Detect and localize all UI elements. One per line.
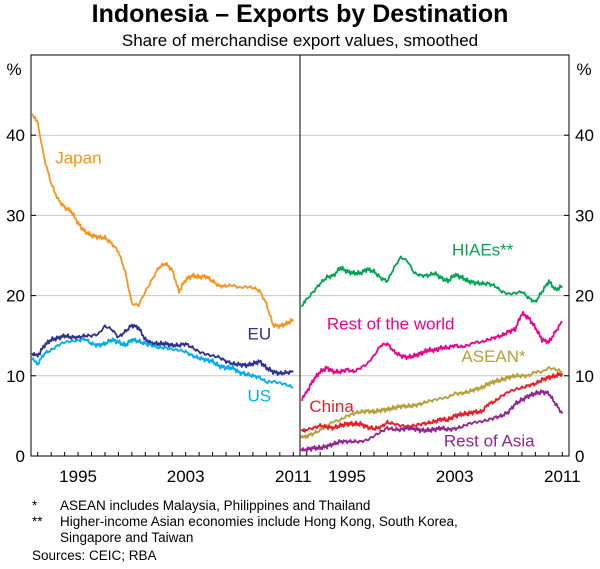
x-tick-label: 2011 — [275, 467, 312, 486]
series-label: Japan — [55, 148, 101, 167]
footnote-text: Higher-income Asian economies include Ho… — [60, 514, 458, 529]
y-tick-label-right: 40 — [575, 126, 594, 145]
y-tick-label-left: 0 — [16, 447, 25, 466]
series-label: ASEAN* — [461, 347, 526, 366]
footnote-mark: * — [32, 498, 38, 513]
axis-ticks: 0 0 10 10 20 20 30 30 40 40 1995 2003 2011 1995 2003 20… — [6, 126, 594, 486]
series-label: Rest of the world — [327, 314, 455, 333]
series-line — [31, 337, 294, 389]
y-tick-label-left: 10 — [6, 367, 25, 386]
sources: Sources: CEIC; RBA — [32, 548, 157, 563]
y-unit-left: % — [6, 60, 21, 79]
x-tick-label: 1995 — [328, 467, 366, 486]
series-label: EU — [248, 325, 272, 344]
y-tick-label-left: 30 — [6, 206, 25, 225]
series-line — [300, 255, 563, 308]
series-line — [300, 365, 563, 439]
footnote-mark: ** — [32, 514, 43, 529]
x-tick-label: 2011 — [544, 467, 581, 486]
y-unit-right: % — [576, 60, 591, 79]
y-tick-label-right: 0 — [575, 447, 584, 466]
chart-subtitle: Share of merchandise export values, smoo… — [122, 31, 478, 50]
x-tick-label: 2003 — [167, 467, 205, 486]
series-label: Rest of Asia — [444, 431, 535, 450]
series-label: US — [248, 386, 272, 405]
series-line — [31, 113, 294, 330]
series-line — [31, 323, 294, 376]
series-line — [300, 371, 564, 433]
series-label: China — [309, 397, 354, 416]
footnote-text: ASEAN includes Malaysia, Philippines and… — [60, 498, 371, 513]
y-tick-label-right: 20 — [575, 287, 594, 306]
y-tick-label-left: 20 — [6, 287, 25, 306]
series-label: HIAEs** — [452, 241, 514, 260]
y-tick-label-right: 30 — [575, 206, 594, 225]
series-lines — [31, 113, 564, 453]
y-tick-label-right: 10 — [575, 367, 594, 386]
chart: Indonesia – Exports by Destination Share… — [6, 0, 594, 486]
series-line — [300, 389, 564, 453]
footnote-text: Singapore and Taiwan — [60, 530, 194, 545]
x-tick-label: 2003 — [436, 467, 474, 486]
series-labels: Japan EU US HIAEs** Rest of the world ASEAN* C… — [55, 148, 535, 450]
y-tick-label-left: 40 — [6, 126, 25, 145]
chart-title: Indonesia – Exports by Destination — [92, 0, 509, 28]
series-line — [300, 310, 563, 402]
x-tick-label: 1995 — [59, 467, 97, 486]
